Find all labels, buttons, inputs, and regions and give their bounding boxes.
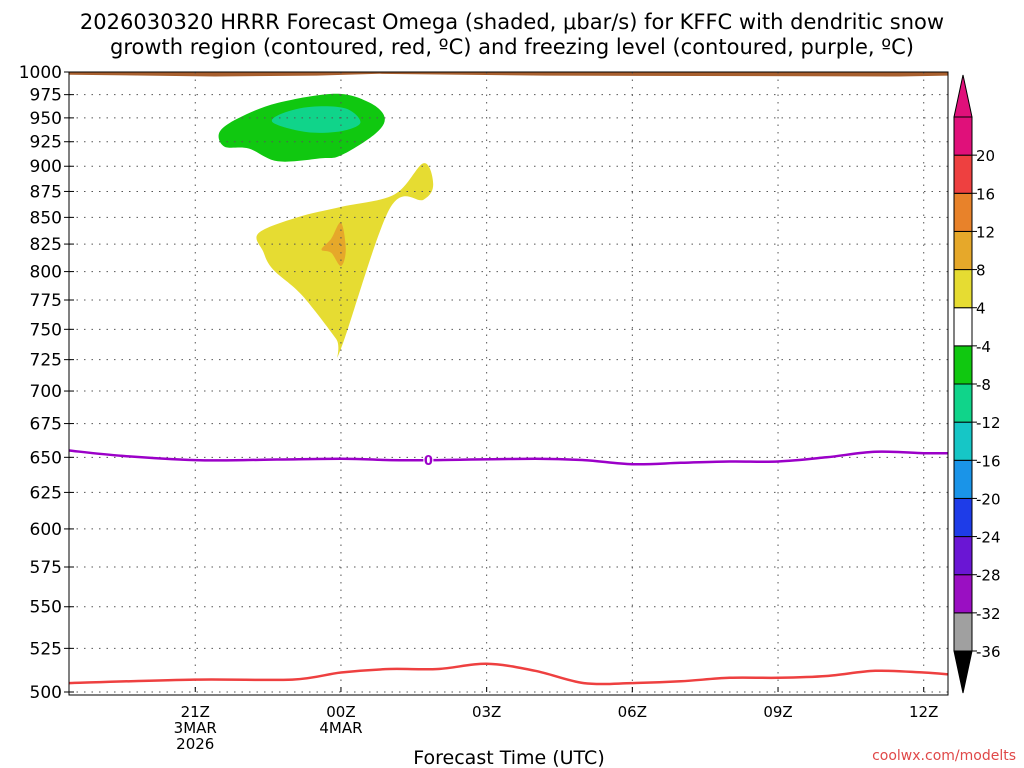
contour-line-1 <box>68 449 949 466</box>
y-tick-label-18: 950 <box>30 109 62 129</box>
colorbar: -36 -32 -28 -24 -20 -16 -12 -8 -4 4 8 12 16 20 <box>953 74 1001 694</box>
chart-title-line2: growth region (contoured, red, ºC) and f… <box>110 35 914 59</box>
colorbar-bin-5 <box>953 421 973 461</box>
y-tick-label-15: 875 <box>30 182 62 202</box>
y-axis: 500 525 550 575 600 625 650 675 700 725 750 775 800 8… <box>19 63 74 703</box>
colorbar-over-arrow <box>953 74 973 118</box>
y-tick-label-17: 925 <box>30 133 62 153</box>
colorbar-label-3: -24 <box>976 529 1001 547</box>
y-tick-label-3: 575 <box>30 558 62 578</box>
colorbar-label-12: 16 <box>976 185 995 203</box>
y-tick-label-14: 850 <box>30 208 62 228</box>
y-tick-label-9: 725 <box>30 351 62 371</box>
chart-title-line1: 2026030320 HRRR Forecast Omega (shaded, … <box>80 10 944 34</box>
colorbar-bin-0 <box>953 612 973 652</box>
x-tick-label-0-0: 21Z <box>181 703 210 721</box>
colorbar-bin-6 <box>953 383 973 423</box>
contour-line-0 <box>68 662 949 686</box>
y-tick-label-19: 975 <box>30 86 62 106</box>
y-tick-label-10: 750 <box>30 320 62 340</box>
x-tick-label-1-0: 00Z <box>326 703 355 721</box>
y-tick-label-6: 650 <box>30 448 62 468</box>
x-tick-label-1-1: 4MAR <box>319 719 362 737</box>
x-tick-label-0-2: 2026 <box>176 735 214 753</box>
colorbar-label-6: -12 <box>976 414 1001 432</box>
colorbar-label-13: 20 <box>976 147 995 165</box>
colorbar-label-4: -20 <box>976 490 1001 508</box>
contour-label-bg-1 <box>423 452 434 468</box>
colorbar-label-0: -36 <box>976 643 1001 661</box>
colorbar-label-5: -16 <box>976 452 1001 470</box>
credit-link[interactable]: coolwx.com/modelts <box>872 748 1016 764</box>
colorbar-bin-9 <box>953 269 973 309</box>
x-tick-label-4-0: 09Z <box>763 703 792 721</box>
x-tick-label-5-0: 12Z <box>909 703 938 721</box>
colorbar-bin-2 <box>953 536 973 576</box>
contour-lines: 0 <box>68 449 949 686</box>
y-tick-label-20: 1000 <box>19 63 62 83</box>
colorbar-label-9: 4 <box>976 300 986 318</box>
y-tick-label-5: 625 <box>30 483 62 503</box>
omega-region-3 <box>271 106 361 133</box>
x-tick-label-2-0: 03Z <box>472 703 501 721</box>
y-tick-label-2: 550 <box>30 598 62 618</box>
colorbar-bin-12 <box>953 154 973 194</box>
omega-region-0 <box>256 163 434 358</box>
y-tick-label-16: 900 <box>30 157 62 177</box>
plot-frame <box>68 71 949 696</box>
colorbar-bin-13 <box>953 116 973 156</box>
omega-region-4 <box>69 72 948 77</box>
colorbar-bin-8 <box>953 307 973 347</box>
y-tick-label-4: 600 <box>30 520 62 540</box>
grid-lines <box>69 71 948 693</box>
y-tick-label-12: 800 <box>30 263 62 283</box>
y-tick-label-8: 700 <box>30 382 62 402</box>
x-tick-label-3-0: 06Z <box>618 703 647 721</box>
colorbar-label-11: 12 <box>976 223 995 241</box>
omega-shaded-regions <box>69 72 948 358</box>
y-tick-label-0: 500 <box>30 683 62 703</box>
colorbar-label-8: -4 <box>976 338 991 356</box>
y-tick-label-1: 525 <box>30 639 62 659</box>
colorbar-bin-4 <box>953 459 973 499</box>
x-axis-label: Forecast Time (UTC) <box>413 747 604 768</box>
omega-region-1 <box>321 222 346 267</box>
colorbar-bin-3 <box>953 497 973 538</box>
y-tick-label-13: 825 <box>30 235 62 255</box>
y-tick-label-7: 675 <box>30 415 62 435</box>
colorbar-bin-10 <box>953 230 973 271</box>
colorbar-label-2: -28 <box>976 567 1001 585</box>
y-tick-label-11: 775 <box>30 291 62 311</box>
colorbar-under-arrow <box>953 650 973 694</box>
colorbar-label-1: -32 <box>976 605 1001 623</box>
colorbar-bin-7 <box>953 345 973 385</box>
colorbar-bin-11 <box>953 192 973 232</box>
colorbar-label-7: -8 <box>976 376 991 394</box>
contour-label-1: 0 <box>424 454 433 469</box>
colorbar-bin-1 <box>953 574 973 614</box>
x-tick-label-0-1: 3MAR <box>174 719 217 737</box>
colorbar-label-10: 8 <box>976 262 986 280</box>
